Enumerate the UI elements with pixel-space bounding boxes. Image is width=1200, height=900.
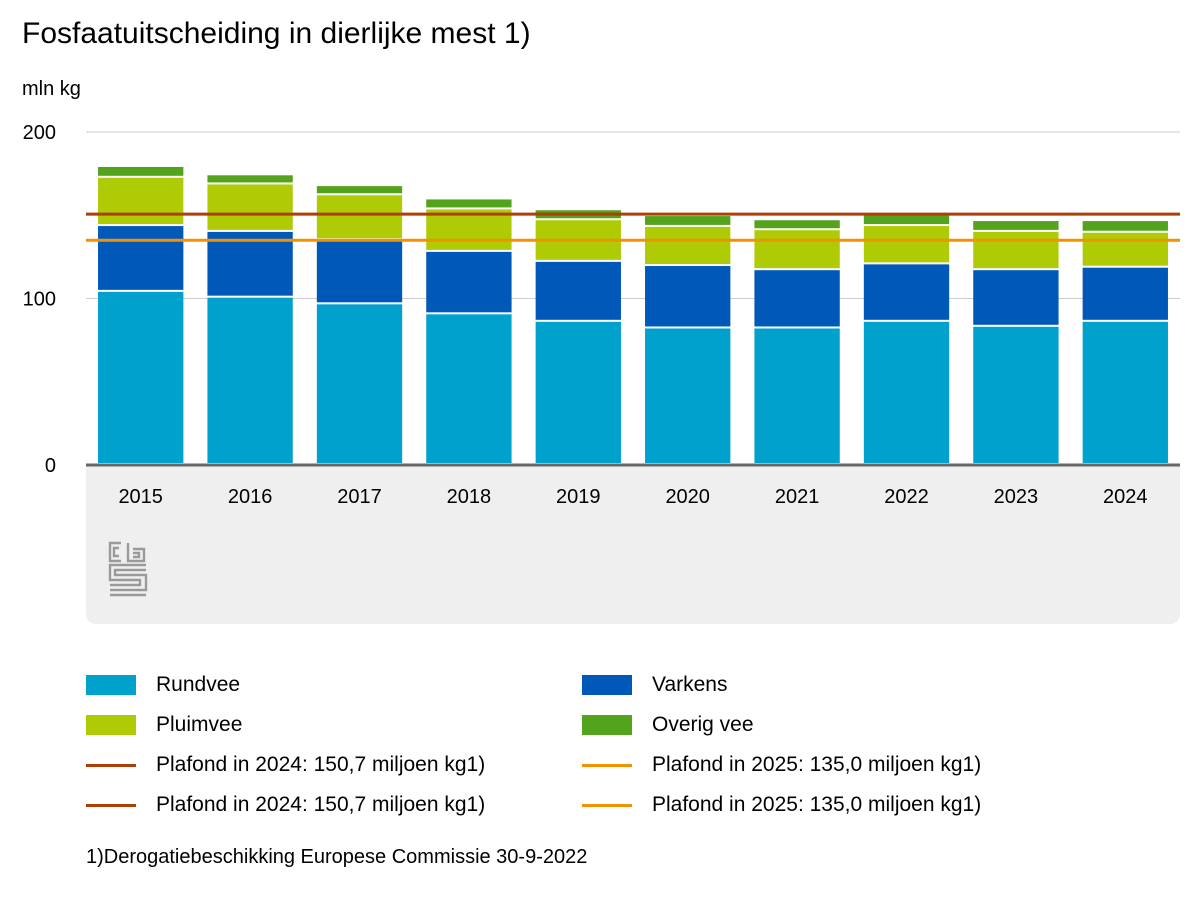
bar-segment-varkens bbox=[754, 270, 840, 327]
bar-segment-rundvee bbox=[98, 291, 184, 463]
x-axis-panel bbox=[86, 466, 1180, 624]
y-tick-label: 200 bbox=[23, 122, 56, 144]
bar-segment-rundvee bbox=[754, 328, 840, 463]
bar-segment-rundvee bbox=[426, 314, 512, 463]
legend-line-swatch bbox=[86, 803, 136, 807]
legend-swatch bbox=[582, 675, 632, 695]
x-tick-label: 2020 bbox=[665, 486, 710, 508]
legend-item: Overig vee bbox=[582, 708, 754, 742]
bar-segment-varkens bbox=[535, 261, 621, 320]
legend-item: Rundvee bbox=[86, 668, 240, 702]
bar-segment-varkens bbox=[1082, 267, 1168, 320]
x-tick-label: 2018 bbox=[447, 486, 492, 508]
legend-item: Plafond in 2025: 135,0 miljoen kg1) bbox=[582, 748, 981, 782]
legend-line-swatch bbox=[582, 763, 632, 767]
bar-segment-rundvee bbox=[973, 326, 1059, 463]
bar-segment-overig-vee bbox=[207, 175, 293, 183]
bar-segment-overig-vee bbox=[754, 220, 840, 229]
bar-segment-pluimvee bbox=[973, 231, 1059, 269]
legend-label: Plafond in 2024: 150,7 miljoen kg1) bbox=[156, 753, 486, 776]
bar-segment-varkens bbox=[973, 270, 1059, 325]
x-tick-label: 2017 bbox=[337, 486, 382, 508]
bar-segment-pluimvee bbox=[98, 177, 184, 225]
bar-segment-overig-vee bbox=[98, 166, 184, 176]
legend-item: Pluimvee bbox=[86, 708, 242, 742]
footnote: 1)Derogatiebeschikking Europese Commissi… bbox=[86, 846, 588, 868]
legend-label: Plafond in 2025: 135,0 miljoen kg1) bbox=[652, 793, 982, 816]
bar-segment-pluimvee bbox=[207, 184, 293, 230]
bar-segment-pluimvee bbox=[316, 195, 403, 239]
legend-swatch bbox=[582, 715, 632, 735]
x-tick-label: 2016 bbox=[228, 486, 273, 508]
y-tick-label: 100 bbox=[23, 289, 56, 311]
bar-segment-rundvee bbox=[535, 321, 621, 463]
legend-label: Plafond in 2024: 150,7 miljoen kg1) bbox=[156, 793, 486, 816]
bar-segment-rundvee bbox=[645, 328, 731, 463]
bar-segment-pluimvee bbox=[863, 226, 950, 263]
bar-segment-rundvee bbox=[863, 321, 950, 463]
bar-segment-overig-vee bbox=[863, 215, 950, 225]
bar-segment-rundvee bbox=[207, 297, 293, 463]
bar-segment-pluimvee bbox=[754, 230, 840, 269]
x-tick-label: 2021 bbox=[775, 486, 820, 508]
y-axis-unit-label: mln kg bbox=[22, 78, 81, 100]
bar-segment-varkens bbox=[645, 266, 731, 327]
x-tick-label: 2015 bbox=[118, 486, 163, 508]
bar-segment-varkens bbox=[426, 251, 512, 313]
reference-lines bbox=[86, 212, 1180, 242]
bar-segment-overig-vee bbox=[426, 199, 512, 208]
legend-swatch bbox=[86, 675, 136, 695]
bar-segment-overig-vee bbox=[645, 216, 731, 225]
x-tick-label: 2022 bbox=[884, 486, 929, 508]
bar-segment-varkens bbox=[863, 264, 950, 320]
legend-item: Plafond in 2025: 135,0 miljoen kg1) bbox=[582, 788, 981, 822]
legend-label: Rundvee bbox=[156, 673, 241, 696]
x-tick-label: 2019 bbox=[556, 486, 601, 508]
bar-segment-varkens bbox=[98, 226, 184, 290]
legend-label: Pluimvee bbox=[156, 713, 243, 736]
bar-segment-rundvee bbox=[1082, 321, 1168, 463]
bar-segment-pluimvee bbox=[426, 209, 512, 250]
bar-segment-overig-vee bbox=[1082, 221, 1168, 231]
bar-segment-pluimvee bbox=[645, 226, 731, 265]
legend-line-swatch bbox=[582, 803, 632, 807]
stacked-bar-chart: 0 100 200 2015 2016 2017 2018 2019 2020 2021 2022… bbox=[23, 122, 1180, 508]
x-axis-ticks: 2015 2016 2017 2018 2019 2020 2021 2022 2023 2024 bbox=[118, 486, 1147, 508]
y-tick-label: 0 bbox=[45, 455, 56, 477]
chart-title: Fosfaatuitscheiding in dierlijke mest 1) bbox=[22, 17, 531, 50]
legend-label: Overig vee bbox=[652, 713, 754, 736]
x-tick-label: 2024 bbox=[1103, 486, 1148, 508]
bar-segment-overig-vee bbox=[973, 221, 1059, 230]
legend-label: Plafond in 2025: 135,0 miljoen kg1) bbox=[652, 753, 982, 776]
legend-item: Plafond in 2024: 150,7 miljoen kg1) bbox=[86, 788, 485, 822]
legend-label: Varkens bbox=[652, 673, 728, 696]
x-tick-label: 2023 bbox=[994, 486, 1039, 508]
legend-line-swatch bbox=[86, 763, 136, 767]
bar-segment-varkens bbox=[316, 240, 403, 303]
y-axis-ticks: 0 100 200 bbox=[23, 122, 56, 477]
bar-segment-pluimvee bbox=[1082, 232, 1168, 266]
bar-segment-rundvee bbox=[316, 304, 403, 463]
legend-item: Varkens bbox=[582, 668, 727, 702]
legend-item: Plafond in 2024: 150,7 miljoen kg1) bbox=[86, 748, 485, 782]
bars bbox=[86, 166, 1180, 467]
bar-segment-varkens bbox=[207, 231, 293, 296]
bar-segment-overig-vee bbox=[316, 186, 403, 194]
cbs-logo-icon bbox=[108, 541, 148, 597]
legend-swatch bbox=[86, 715, 136, 735]
